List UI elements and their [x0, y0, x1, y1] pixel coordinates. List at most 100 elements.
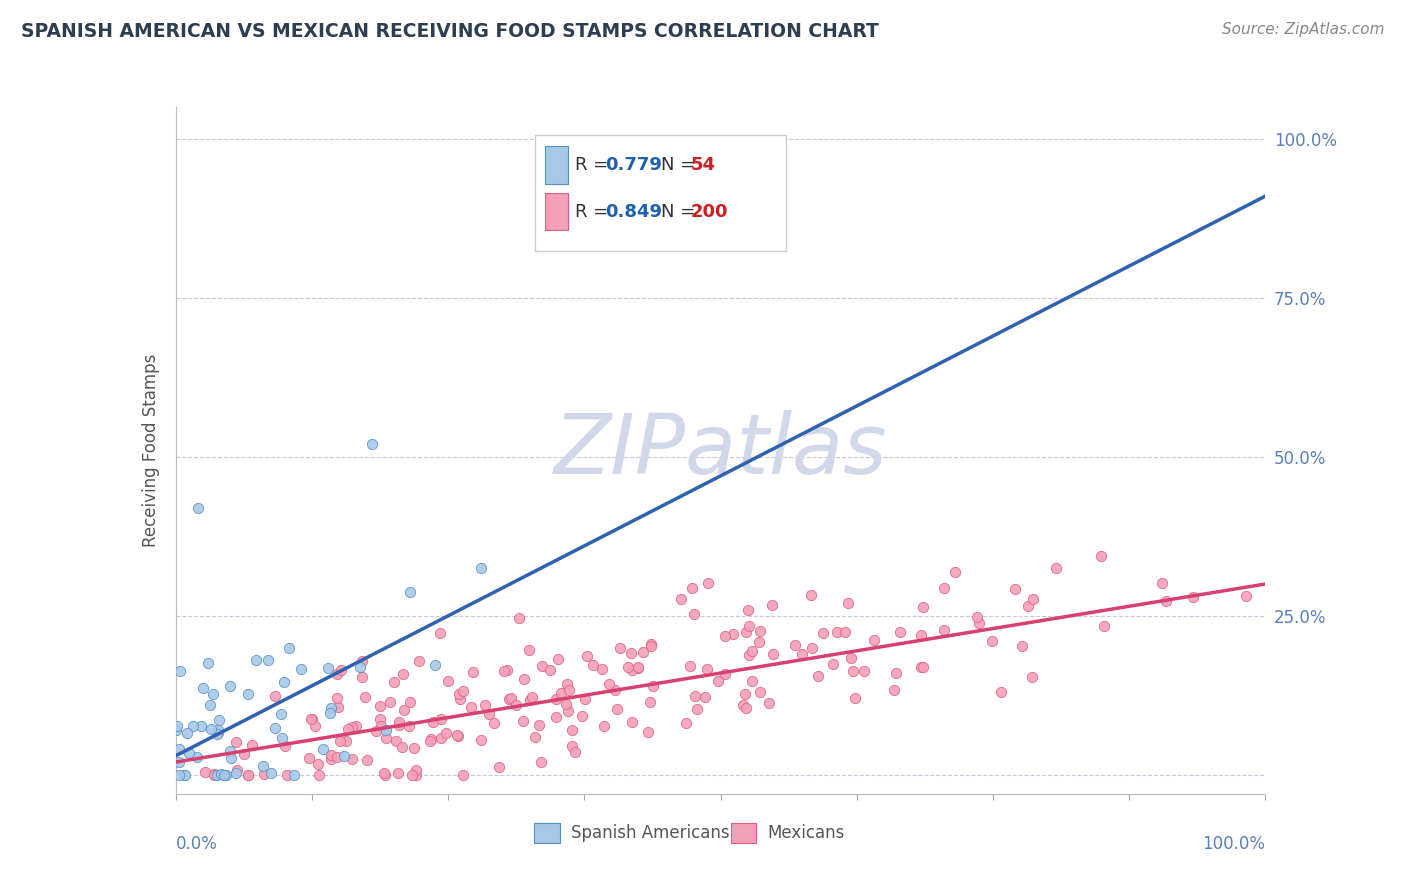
Point [298, 751, 321, 765]
Point [621, 663, 644, 677]
Point [226, 764, 249, 778]
Point [405, 763, 427, 777]
Point [186, 500, 209, 515]
Point [225, 766, 247, 780]
Point [1004, 582, 1026, 596]
Point [387, 766, 409, 780]
Point [571, 708, 593, 723]
Point [401, 768, 423, 782]
Point [360, 437, 382, 451]
Point [785, 638, 807, 652]
Point [434, 726, 457, 740]
Point [325, 666, 347, 681]
Point [166, 718, 188, 732]
Point [721, 627, 744, 641]
Point [200, 722, 222, 736]
Point [669, 592, 692, 607]
Point [350, 654, 373, 668]
Point [388, 717, 411, 731]
Point [966, 610, 988, 624]
Point [451, 684, 474, 698]
Point [245, 653, 267, 667]
Point [374, 723, 396, 738]
Point [326, 699, 349, 714]
Point [741, 644, 763, 658]
Point [398, 695, 420, 709]
Point [863, 633, 886, 648]
Point [270, 706, 292, 721]
Point [253, 767, 276, 781]
Point [696, 662, 718, 676]
Point [498, 691, 520, 706]
Point [737, 619, 759, 633]
Point [316, 661, 339, 675]
Point [335, 733, 357, 747]
Point [494, 664, 516, 678]
Point [512, 714, 534, 729]
Text: R =: R = [575, 156, 614, 174]
Point [761, 599, 783, 613]
Point [208, 713, 231, 727]
Point [737, 648, 759, 662]
Point [681, 581, 703, 595]
Point [561, 739, 583, 754]
Point [943, 565, 966, 579]
Point [205, 727, 228, 741]
Point [544, 692, 567, 706]
Point [495, 663, 517, 677]
Point [839, 651, 862, 665]
Point [436, 674, 458, 689]
Point [190, 719, 212, 733]
Point [488, 760, 510, 774]
FancyBboxPatch shape [534, 823, 560, 843]
Point [299, 712, 322, 726]
Point [398, 585, 420, 599]
Point [910, 628, 932, 642]
Point [592, 719, 614, 733]
Point [167, 768, 190, 782]
Point [520, 690, 543, 704]
Text: 54: 54 [690, 156, 716, 174]
Point [308, 768, 330, 782]
Point [273, 675, 295, 690]
Point [990, 684, 1012, 698]
Point [201, 687, 224, 701]
Point [631, 645, 654, 659]
Point [678, 659, 700, 673]
Point [264, 721, 287, 735]
Point [446, 728, 468, 742]
FancyBboxPatch shape [731, 823, 756, 843]
Text: 200: 200 [690, 202, 728, 220]
Point [404, 740, 426, 755]
Y-axis label: Receiving Food Stamps: Receiving Food Stamps [142, 354, 160, 547]
Point [693, 690, 716, 705]
Point [354, 690, 377, 704]
Point [558, 682, 581, 697]
Point [219, 744, 242, 758]
Text: Source: ZipAtlas.com: Source: ZipAtlas.com [1222, 22, 1385, 37]
Point [513, 672, 536, 686]
Point [429, 712, 451, 726]
Point [758, 696, 780, 710]
Point [555, 677, 578, 691]
Point [290, 663, 312, 677]
Point [1017, 599, 1039, 613]
Point [212, 768, 235, 782]
Point [554, 697, 576, 711]
Text: Spanish Americans: Spanish Americans [571, 824, 730, 842]
Point [451, 768, 474, 782]
Point [352, 670, 374, 684]
Point [333, 749, 356, 764]
Point [179, 746, 201, 760]
Point [844, 691, 866, 706]
Point [576, 649, 599, 664]
Point [530, 755, 553, 769]
Point [1234, 589, 1257, 603]
FancyBboxPatch shape [546, 146, 568, 184]
Point [530, 658, 553, 673]
Text: R =: R = [575, 202, 614, 220]
Point [834, 625, 856, 640]
Point [696, 576, 718, 591]
Point [685, 702, 707, 716]
Point [388, 715, 411, 730]
